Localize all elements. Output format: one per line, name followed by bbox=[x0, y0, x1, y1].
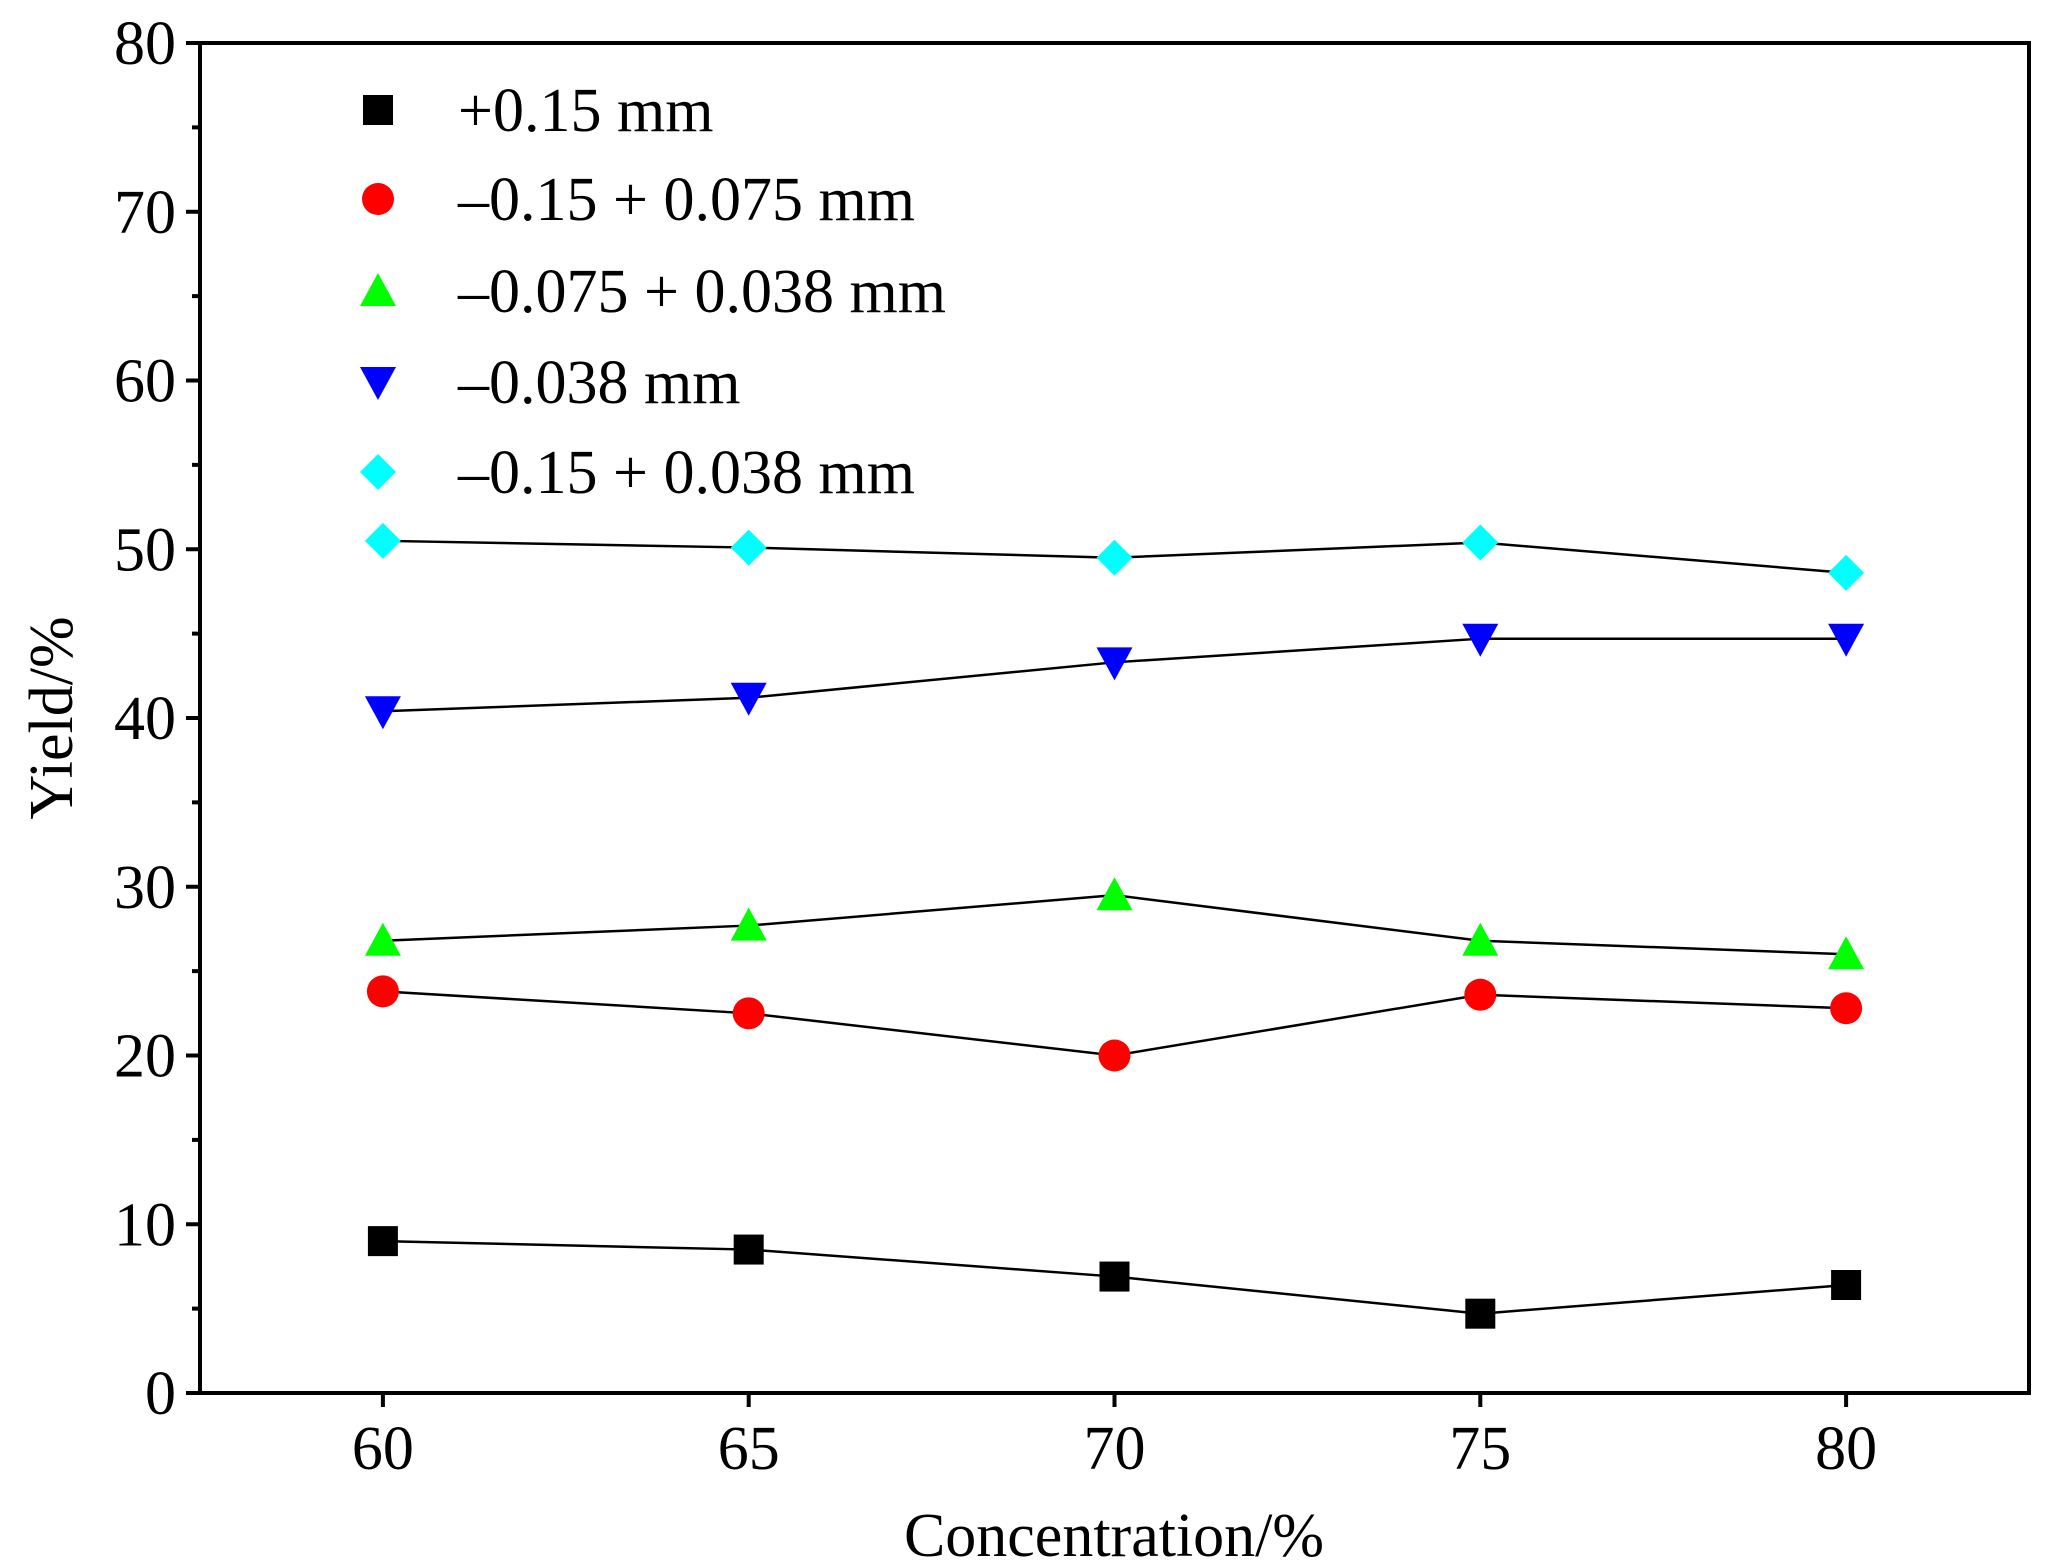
data-point-s1-60 bbox=[367, 1226, 398, 1257]
legend-marker-2 bbox=[362, 183, 394, 215]
legend-label-1: +0.15 mm bbox=[458, 77, 713, 145]
axis-tick-labels: 0 10 20 30 40 50 60 70 80 60 65 70 75 80 bbox=[114, 10, 1877, 1483]
y-tick-label: 20 bbox=[114, 1023, 176, 1091]
data-point-s4-75 bbox=[1462, 623, 1499, 657]
data-point-s5-80 bbox=[1828, 554, 1865, 591]
data-point-s1-65 bbox=[733, 1234, 764, 1265]
x-tick-label: 60 bbox=[352, 1415, 414, 1483]
data-point-s2-70 bbox=[1098, 1039, 1131, 1072]
y-tick-label: 60 bbox=[114, 348, 176, 416]
data-point-s1-80 bbox=[1831, 1270, 1862, 1300]
data-point-s2-65 bbox=[732, 997, 765, 1030]
data-point-s3-80 bbox=[1828, 936, 1865, 970]
y-tick-label: 10 bbox=[114, 1191, 176, 1259]
legend-label-2: –0.15 + 0.075 mm bbox=[457, 166, 915, 234]
x-axis-title: Concentration/% bbox=[904, 1502, 1324, 1566]
y-tick-label: 30 bbox=[114, 854, 176, 922]
y-tick-label: 50 bbox=[114, 516, 176, 584]
data-point-s2-80 bbox=[1830, 992, 1863, 1025]
x-tick-label: 80 bbox=[1815, 1415, 1877, 1483]
data-point-s4-65 bbox=[730, 682, 767, 716]
data-point-s3-60 bbox=[364, 922, 401, 956]
data-point-s5-70 bbox=[1096, 539, 1133, 576]
data-point-s4-60 bbox=[364, 696, 401, 730]
legend-label-3: –0.075 + 0.038 mm bbox=[457, 258, 946, 326]
legend-marker-4 bbox=[360, 367, 396, 400]
x-tick-label: 75 bbox=[1449, 1415, 1511, 1483]
data-point-s2-75 bbox=[1464, 978, 1497, 1011]
y-tick-label: 0 bbox=[145, 1360, 176, 1428]
data-point-s5-60 bbox=[364, 522, 401, 559]
legend-label-5: –0.15 + 0.038 mm bbox=[457, 439, 915, 507]
legend: +0.15 mm –0.15 + 0.075 mm –0.075 + 0.038 m… bbox=[360, 77, 946, 507]
axis-ticks bbox=[186, 41, 1849, 1407]
y-axis-title: Yield/% bbox=[18, 616, 86, 819]
data-point-s1-75 bbox=[1465, 1298, 1496, 1329]
y-tick-label: 40 bbox=[114, 685, 176, 753]
data-point-s4-70 bbox=[1096, 647, 1133, 681]
y-tick-label: 80 bbox=[114, 10, 176, 78]
data-point-s4-80 bbox=[1828, 623, 1865, 657]
x-tick-label: 70 bbox=[1084, 1415, 1146, 1483]
y-tick-label: 70 bbox=[114, 179, 176, 247]
data-point-s2-60 bbox=[366, 975, 399, 1008]
data-point-s3-75 bbox=[1462, 922, 1499, 956]
plot-frame bbox=[198, 41, 2031, 1395]
x-tick-label: 65 bbox=[718, 1415, 780, 1483]
series-markers bbox=[364, 522, 1865, 1329]
legend-marker-1 bbox=[363, 95, 393, 125]
data-point-s5-65 bbox=[730, 529, 767, 566]
data-point-s3-65 bbox=[730, 907, 767, 941]
data-point-s3-70 bbox=[1096, 877, 1133, 911]
legend-marker-3 bbox=[360, 273, 396, 306]
legend-marker-5 bbox=[360, 454, 396, 490]
data-point-s1-70 bbox=[1099, 1261, 1130, 1292]
data-point-s5-75 bbox=[1462, 524, 1499, 561]
legend-label-4: –0.038 mm bbox=[457, 349, 740, 417]
